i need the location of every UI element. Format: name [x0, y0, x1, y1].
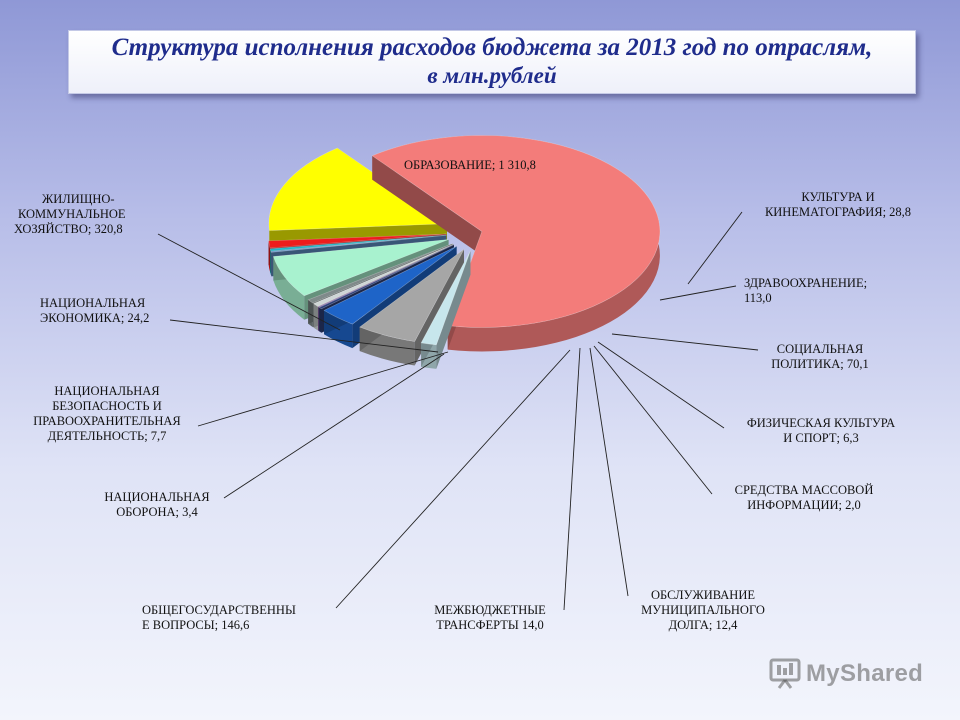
label-bezopasnost-line-4: ДЕЯТЕЛЬНОСТЬ; 7,7 [47, 429, 167, 443]
pie-slice-top-3 [359, 249, 465, 342]
pie-slice-top-13 [268, 147, 448, 231]
leader-line-10 [223, 353, 445, 499]
label-kultura: КУЛЬТУРА И КИНЕМАТОГРАФИЯ; 28,8 [744, 190, 932, 220]
label-bezopasnost-line-1: НАЦИОНАЛЬНАЯ [54, 384, 160, 398]
leader-line-3 [659, 285, 737, 301]
watermark-text: MyShared [806, 660, 924, 687]
leader-line-11 [197, 351, 449, 427]
label-obshchegos-line-2: Е ВОПРОСЫ; 146,6 [142, 618, 250, 632]
pie-slice-edge-1-1 [372, 155, 482, 256]
label-zhkh: ЖИЛИЩНО- КОММУНАЛЬНОЕ ХОЗЯЙСТВО; 320,8 [14, 192, 126, 237]
pie-slice-top-12 [268, 233, 447, 249]
leader-line-13 [157, 233, 341, 331]
pie-slice-top-6 [317, 244, 454, 308]
label-zdravookhr-line-1: ЗДРАВООХРАНЕНИЕ; [744, 276, 868, 290]
chart-title: Структура исполнения расходов бюджета за… [111, 34, 873, 61]
label-socpolitika-line-1: СОЦИАЛЬНАЯ [776, 342, 864, 356]
label-smi: СРЕДСТВА МАССОВОЙ ИНФОРМАЦИИ; 2,0 [716, 483, 892, 513]
label-mezhbyudzhet-line-2: ТРАНСФЕРТЫ 14,0 [436, 618, 544, 632]
label-oborona-line-1: НАЦИОНАЛЬНАЯ [104, 490, 210, 504]
label-dolg-line-1: ОБСЛУЖИВАНИЕ [651, 588, 755, 602]
label-dolg-line-2: МУНИЦИПАЛЬНОГО [641, 603, 765, 617]
chart-subtitle: в млн.рублей [427, 63, 557, 88]
label-smi-line-2: ИНФОРМАЦИИ; 2,0 [747, 498, 861, 512]
label-kultura-line-2: КИНЕМАТОГРАФИЯ; 28,8 [764, 205, 912, 219]
label-obshchegos: ОБЩЕГОСУДАРСТВЕННЫ Е ВОПРОСЫ; 146,6 [142, 603, 296, 633]
label-socpolitika-line-2: ПОЛИТИКА; 70,1 [771, 357, 869, 371]
label-mezhbyudzhet-line-1: МЕЖБЮДЖЕТНЫЕ [434, 603, 546, 617]
label-oborona-line-2: ОБОРОНА; 3,4 [116, 505, 198, 519]
label-kultura-line-1: КУЛЬТУРА И [801, 190, 875, 204]
pie-slice-top-4 [323, 246, 457, 325]
label-socpolitika: СОЦИАЛЬНАЯ ПОЛИТИКА; 70,1 [760, 342, 880, 372]
pie-slice-top-2 [420, 250, 471, 346]
leader-line-4 [611, 333, 759, 351]
label-sport-line-2: И СПОРТ; 6,3 [783, 431, 859, 445]
label-ekonomika-line-2: ЭКОНОМИКА; 24,2 [40, 311, 150, 325]
label-bezopasnost-line-2: БЕЗОПАСНОСТЬ И [52, 399, 162, 413]
label-mezhbyudzhet: МЕЖБЮДЖЕТНЫЕ ТРАНСФЕРТЫ 14,0 [418, 603, 562, 633]
label-zhkh-line-1: ЖИЛИЩНО- [42, 192, 115, 206]
pie-slice-top-8 [307, 243, 453, 304]
label-sport: ФИЗИЧЕСКАЯ КУЛЬТУРА И СПОРТ; 6,3 [726, 416, 916, 446]
label-bezopasnost-line-3: ПРАВООХРАНИТЕЛЬНАЯ [33, 414, 181, 428]
leader-line-9 [335, 349, 571, 609]
label-zhkh-line-3: ХОЗЯЙСТВО; 320,8 [14, 222, 123, 236]
watermark: MyShared [768, 656, 928, 696]
label-obrazovanie-line: ОБРАЗОВАНИЕ; 1 310,8 [404, 158, 536, 172]
pie-slice-1 [371, 135, 661, 352]
label-dolg: ОБСЛУЖИВАНИЕ МУНИЦИПАЛЬНОГО ДОЛГА; 12,4 [622, 588, 784, 633]
pie-slice-2 [420, 250, 471, 369]
leader-line-8 [563, 347, 581, 611]
leader-line-12 [169, 319, 439, 353]
pie-slice-top-7 [312, 243, 454, 307]
label-sport-line-1: ФИЗИЧЕСКАЯ КУЛЬТУРА [746, 416, 896, 430]
leader-line-6 [593, 345, 713, 495]
presentation-board-icon [769, 658, 801, 689]
label-dolg-line-3: ДОЛГА; 12,4 [668, 618, 738, 632]
leader-line-5 [597, 341, 725, 429]
title-box: Структура исполнения расходов бюджета за… [68, 30, 916, 94]
label-bezopasnost: НАЦИОНАЛЬНАЯ БЕЗОПАСНОСТЬ И ПРАВООХРАНИТ… [14, 384, 200, 444]
pie-slice-top-5 [318, 244, 455, 310]
pie-slice-top-1 [371, 135, 661, 328]
leader-line-2 [687, 211, 743, 285]
pie-slices [268, 135, 661, 369]
label-zhkh-line-2: КОММУНАЛЬНОЕ [18, 207, 126, 221]
label-obshchegos-line-1: ОБЩЕГОСУДАРСТВЕННЫ [142, 603, 296, 617]
label-zdravookhr-line-2: 113,0 [744, 291, 772, 305]
label-oborona: НАЦИОНАЛЬНАЯ ОБОРОНА; 3,4 [88, 490, 226, 520]
label-ekonomika-line-1: НАЦИОНАЛЬНАЯ [40, 296, 146, 310]
pie-slice-top-11 [269, 234, 447, 252]
pie-slice-top-9 [272, 239, 449, 297]
leader-lines [157, 211, 759, 611]
leader-line-7 [589, 347, 629, 597]
label-ekonomika: НАЦИОНАЛЬНАЯ ЭКОНОМИКА; 24,2 [40, 296, 149, 326]
pie-slice-top-10 [270, 235, 447, 253]
label-zdravookhr: ЗДРАВООХРАНЕНИЕ; 113,0 [744, 276, 867, 306]
label-obrazovanie: ОБРАЗОВАНИЕ; 1 310,8 [404, 158, 536, 173]
label-smi-line-1: СРЕДСТВА МАССОВОЙ [734, 483, 874, 497]
